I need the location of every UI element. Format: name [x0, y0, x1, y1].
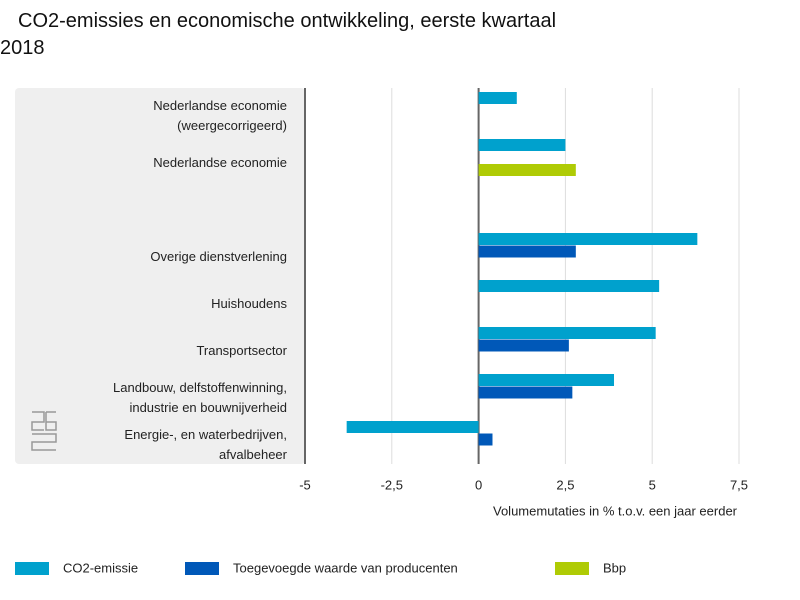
- label-panel: [15, 88, 305, 464]
- bar: [478, 139, 566, 151]
- legend-label: CO2-emissie: [63, 560, 138, 575]
- x-tick-label: 7,5: [730, 477, 748, 492]
- legend-swatch: [15, 562, 49, 575]
- x-tick-label: 5: [649, 477, 656, 492]
- x-axis-label: Volumemutaties in % t.o.v. een jaar eerd…: [493, 503, 738, 518]
- category-label: Nederlandse economie (weergecorrigeerd): [153, 98, 287, 133]
- bar: [478, 164, 576, 176]
- category-label: Transportsector: [196, 343, 287, 358]
- bar: [478, 374, 615, 386]
- x-tick-label: 2,5: [556, 477, 574, 492]
- bar: [478, 92, 517, 104]
- legend-label: Bbp: [603, 560, 626, 575]
- bar: [346, 421, 479, 433]
- legend-label: Toegevoegde waarde van producenten: [233, 560, 458, 575]
- bar: [478, 245, 576, 258]
- bar: [478, 280, 660, 292]
- bar: [478, 433, 493, 446]
- x-tick-label: 0: [475, 477, 482, 492]
- category-label: Huishoudens: [211, 296, 287, 311]
- bar: [478, 386, 573, 399]
- category-label: Landbouw, delfstoffenwinning, industrie e…: [113, 380, 287, 415]
- x-tick-label: -2,5: [381, 477, 403, 492]
- x-tick-label: -5: [299, 477, 311, 492]
- bar: [478, 339, 569, 352]
- category-label: Overige dienstverlening: [150, 249, 287, 264]
- chart-title: CO2-emissies en economische ontwikkeling…: [0, 10, 557, 59]
- category-label: Energie-, en waterbedrijven, afvalbeheer: [124, 427, 287, 462]
- legend-swatch: [555, 562, 589, 575]
- category-label: Nederlandse economie: [153, 155, 287, 170]
- bar: [478, 327, 656, 339]
- logo: [31, 411, 57, 451]
- legend-swatch: [185, 562, 219, 575]
- bar: [478, 233, 698, 245]
